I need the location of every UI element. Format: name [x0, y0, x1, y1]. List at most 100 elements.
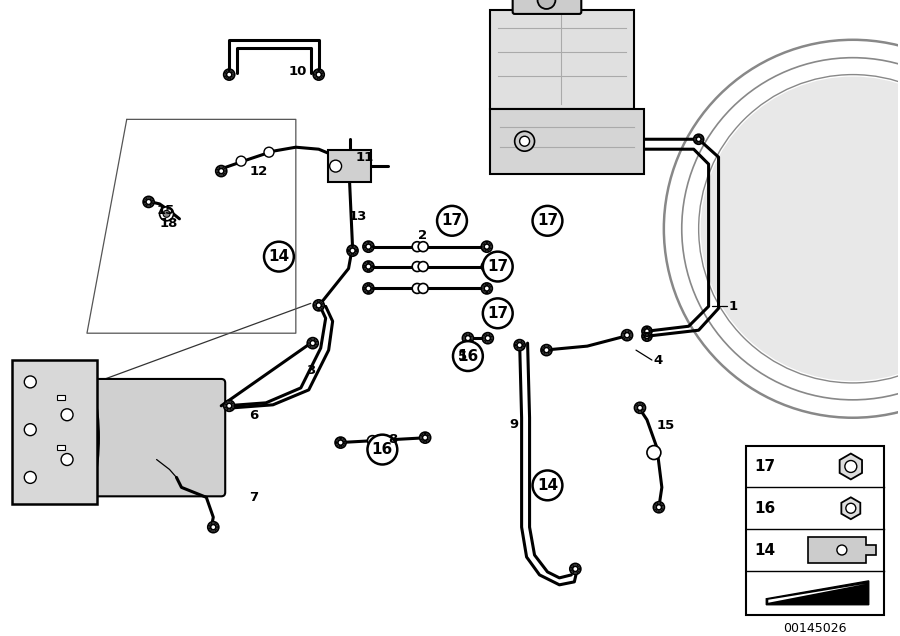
Circle shape [313, 69, 324, 80]
Text: 11: 11 [356, 151, 373, 163]
Circle shape [845, 460, 857, 473]
Circle shape [572, 566, 578, 572]
Circle shape [544, 347, 549, 353]
Circle shape [163, 211, 170, 218]
Circle shape [644, 334, 650, 338]
Text: 4: 4 [654, 354, 663, 366]
Circle shape [24, 424, 36, 436]
Circle shape [216, 165, 227, 177]
Circle shape [642, 331, 652, 341]
Circle shape [412, 242, 422, 252]
Circle shape [484, 264, 490, 269]
Circle shape [159, 207, 174, 221]
FancyBboxPatch shape [490, 109, 644, 174]
Circle shape [846, 503, 856, 513]
Circle shape [653, 502, 664, 513]
Circle shape [482, 261, 492, 272]
Circle shape [482, 252, 513, 282]
FancyBboxPatch shape [88, 379, 225, 496]
Text: 2: 2 [418, 229, 427, 242]
Text: 9: 9 [509, 418, 518, 431]
Text: 17: 17 [537, 213, 558, 228]
Ellipse shape [69, 378, 99, 497]
Circle shape [316, 72, 321, 78]
Circle shape [363, 261, 374, 272]
Circle shape [837, 545, 847, 555]
Text: 00145026: 00145026 [783, 622, 847, 635]
Circle shape [316, 303, 321, 308]
FancyBboxPatch shape [57, 395, 65, 400]
Polygon shape [769, 584, 866, 603]
Circle shape [264, 147, 274, 157]
Circle shape [482, 298, 513, 328]
Circle shape [219, 169, 224, 174]
FancyBboxPatch shape [513, 0, 581, 14]
Circle shape [463, 333, 473, 343]
Circle shape [418, 284, 428, 293]
FancyBboxPatch shape [57, 445, 65, 450]
Text: 12: 12 [249, 165, 267, 177]
Circle shape [335, 437, 346, 448]
Circle shape [350, 248, 356, 253]
Text: 17: 17 [487, 259, 508, 274]
Circle shape [541, 345, 552, 356]
Circle shape [644, 329, 650, 334]
FancyBboxPatch shape [328, 150, 372, 182]
Circle shape [418, 242, 428, 252]
Circle shape [482, 241, 492, 252]
Circle shape [482, 333, 493, 343]
Text: 17: 17 [754, 459, 776, 474]
Circle shape [24, 376, 36, 388]
Text: 8: 8 [388, 433, 398, 446]
Circle shape [61, 453, 73, 466]
Circle shape [365, 264, 371, 269]
Circle shape [418, 261, 428, 272]
Circle shape [227, 72, 232, 78]
Text: 17: 17 [487, 306, 508, 321]
Circle shape [313, 300, 324, 311]
Circle shape [329, 160, 342, 172]
Circle shape [224, 400, 235, 411]
Text: 15: 15 [157, 204, 175, 218]
Circle shape [208, 522, 219, 532]
Text: 14: 14 [537, 478, 558, 493]
Circle shape [625, 333, 630, 338]
Circle shape [419, 432, 430, 443]
Text: 13: 13 [348, 211, 367, 223]
Text: 15: 15 [657, 419, 675, 432]
Circle shape [647, 446, 661, 460]
Text: 10: 10 [289, 65, 307, 78]
Text: 6: 6 [249, 409, 258, 422]
Circle shape [533, 206, 562, 236]
Circle shape [485, 335, 490, 341]
Text: 16: 16 [372, 442, 393, 457]
Circle shape [367, 436, 377, 446]
Circle shape [363, 241, 374, 252]
Circle shape [363, 283, 374, 294]
Circle shape [482, 283, 492, 294]
Circle shape [146, 199, 151, 205]
Polygon shape [842, 497, 860, 519]
Text: 18: 18 [159, 218, 178, 230]
Circle shape [412, 261, 422, 272]
Circle shape [634, 403, 645, 413]
Circle shape [637, 405, 643, 410]
Circle shape [484, 244, 490, 249]
Text: 7: 7 [249, 491, 258, 504]
FancyBboxPatch shape [13, 360, 97, 504]
Circle shape [338, 440, 343, 445]
Circle shape [437, 206, 467, 236]
Text: 3: 3 [306, 364, 315, 378]
Circle shape [537, 0, 555, 9]
Circle shape [211, 525, 216, 530]
Circle shape [517, 342, 522, 348]
Polygon shape [808, 537, 876, 563]
Circle shape [412, 284, 422, 293]
Circle shape [227, 403, 232, 408]
Circle shape [236, 156, 246, 166]
Circle shape [642, 326, 652, 336]
Circle shape [694, 134, 704, 144]
Circle shape [307, 338, 319, 349]
Circle shape [347, 245, 358, 256]
Circle shape [514, 340, 525, 350]
